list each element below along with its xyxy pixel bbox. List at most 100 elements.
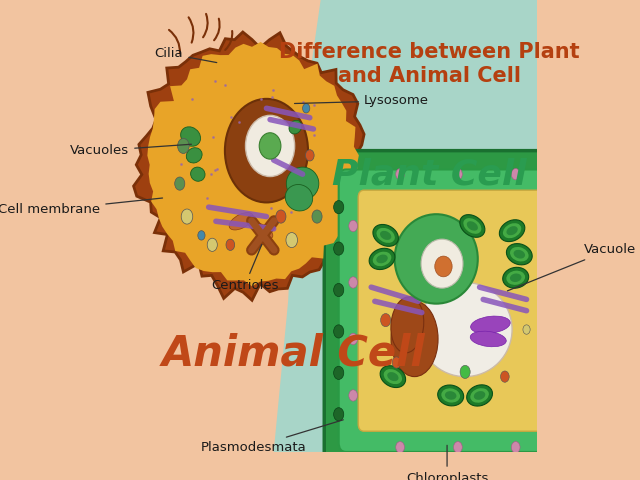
Circle shape [381, 313, 390, 327]
Ellipse shape [499, 220, 525, 241]
Ellipse shape [229, 213, 253, 230]
Text: Plant Cell: Plant Cell [332, 157, 526, 191]
Ellipse shape [435, 256, 452, 277]
Circle shape [454, 168, 462, 180]
Ellipse shape [225, 99, 308, 203]
Circle shape [558, 333, 567, 345]
Text: Centrioles: Centrioles [211, 244, 278, 292]
Circle shape [460, 365, 470, 379]
Circle shape [333, 201, 344, 214]
Text: Chloroplasts: Chloroplasts [406, 445, 488, 480]
Polygon shape [274, 0, 538, 452]
Ellipse shape [506, 271, 525, 285]
Ellipse shape [387, 372, 399, 381]
Ellipse shape [418, 282, 512, 377]
Ellipse shape [286, 167, 319, 200]
Ellipse shape [372, 252, 391, 266]
Circle shape [333, 242, 344, 255]
Polygon shape [147, 42, 359, 287]
Ellipse shape [467, 221, 478, 231]
Circle shape [396, 168, 404, 180]
Ellipse shape [506, 244, 532, 265]
Ellipse shape [285, 184, 313, 211]
Text: Cell membrane: Cell membrane [0, 198, 163, 216]
Ellipse shape [191, 167, 205, 181]
Ellipse shape [467, 385, 492, 406]
Circle shape [396, 442, 404, 453]
Circle shape [349, 220, 358, 232]
Circle shape [177, 138, 189, 154]
Circle shape [511, 442, 520, 453]
Circle shape [181, 209, 193, 224]
Ellipse shape [463, 218, 481, 234]
Circle shape [333, 325, 344, 338]
Text: Vacuoles: Vacuoles [70, 144, 191, 157]
FancyBboxPatch shape [358, 190, 557, 431]
Circle shape [558, 277, 567, 288]
Ellipse shape [186, 148, 202, 163]
Ellipse shape [513, 250, 525, 259]
Ellipse shape [506, 226, 518, 235]
Ellipse shape [503, 267, 529, 288]
Ellipse shape [246, 115, 294, 177]
Ellipse shape [460, 215, 485, 237]
Ellipse shape [503, 223, 521, 238]
Circle shape [349, 390, 358, 401]
Circle shape [175, 177, 185, 190]
Ellipse shape [391, 297, 424, 353]
Circle shape [303, 104, 310, 113]
Ellipse shape [421, 239, 463, 288]
Circle shape [572, 201, 582, 214]
Circle shape [392, 357, 401, 368]
Circle shape [305, 150, 314, 161]
Ellipse shape [470, 331, 506, 347]
Ellipse shape [259, 133, 281, 159]
Circle shape [349, 277, 358, 288]
Circle shape [286, 233, 298, 248]
Ellipse shape [376, 228, 395, 243]
Circle shape [454, 442, 462, 453]
Circle shape [349, 333, 358, 345]
Ellipse shape [384, 369, 402, 384]
Ellipse shape [445, 391, 456, 400]
Circle shape [333, 283, 344, 297]
Text: Vacuole: Vacuole [508, 243, 637, 291]
Circle shape [276, 210, 286, 223]
Text: Cell membrane: Cell membrane [0, 479, 1, 480]
Text: Cell wall: Cell wall [0, 479, 1, 480]
Ellipse shape [474, 391, 485, 400]
Circle shape [511, 168, 520, 180]
Circle shape [523, 325, 530, 334]
Ellipse shape [380, 231, 391, 240]
Ellipse shape [376, 254, 388, 264]
FancyBboxPatch shape [339, 169, 577, 452]
Circle shape [572, 366, 582, 380]
Ellipse shape [510, 274, 522, 282]
Text: Lysosome: Lysosome [0, 479, 1, 480]
Circle shape [572, 408, 582, 421]
Ellipse shape [442, 388, 460, 403]
Text: Cilia: Cilia [155, 47, 217, 62]
Circle shape [226, 239, 235, 251]
Circle shape [558, 390, 567, 401]
Ellipse shape [369, 248, 395, 270]
Circle shape [333, 366, 344, 380]
Circle shape [572, 325, 582, 338]
Ellipse shape [510, 247, 529, 262]
Ellipse shape [395, 214, 478, 304]
Ellipse shape [470, 316, 510, 334]
Ellipse shape [253, 223, 273, 239]
Ellipse shape [180, 127, 200, 146]
Circle shape [572, 242, 582, 255]
Circle shape [572, 283, 582, 297]
Text: Animal Cell: Animal Cell [162, 332, 426, 374]
Ellipse shape [373, 225, 398, 246]
Text: Plasmodesmata: Plasmodesmata [200, 420, 343, 454]
Ellipse shape [289, 120, 301, 134]
Circle shape [198, 231, 205, 240]
FancyBboxPatch shape [324, 151, 591, 471]
Ellipse shape [470, 388, 489, 403]
Text: Lysosome: Lysosome [294, 94, 429, 107]
Polygon shape [134, 32, 372, 300]
Circle shape [207, 238, 218, 252]
